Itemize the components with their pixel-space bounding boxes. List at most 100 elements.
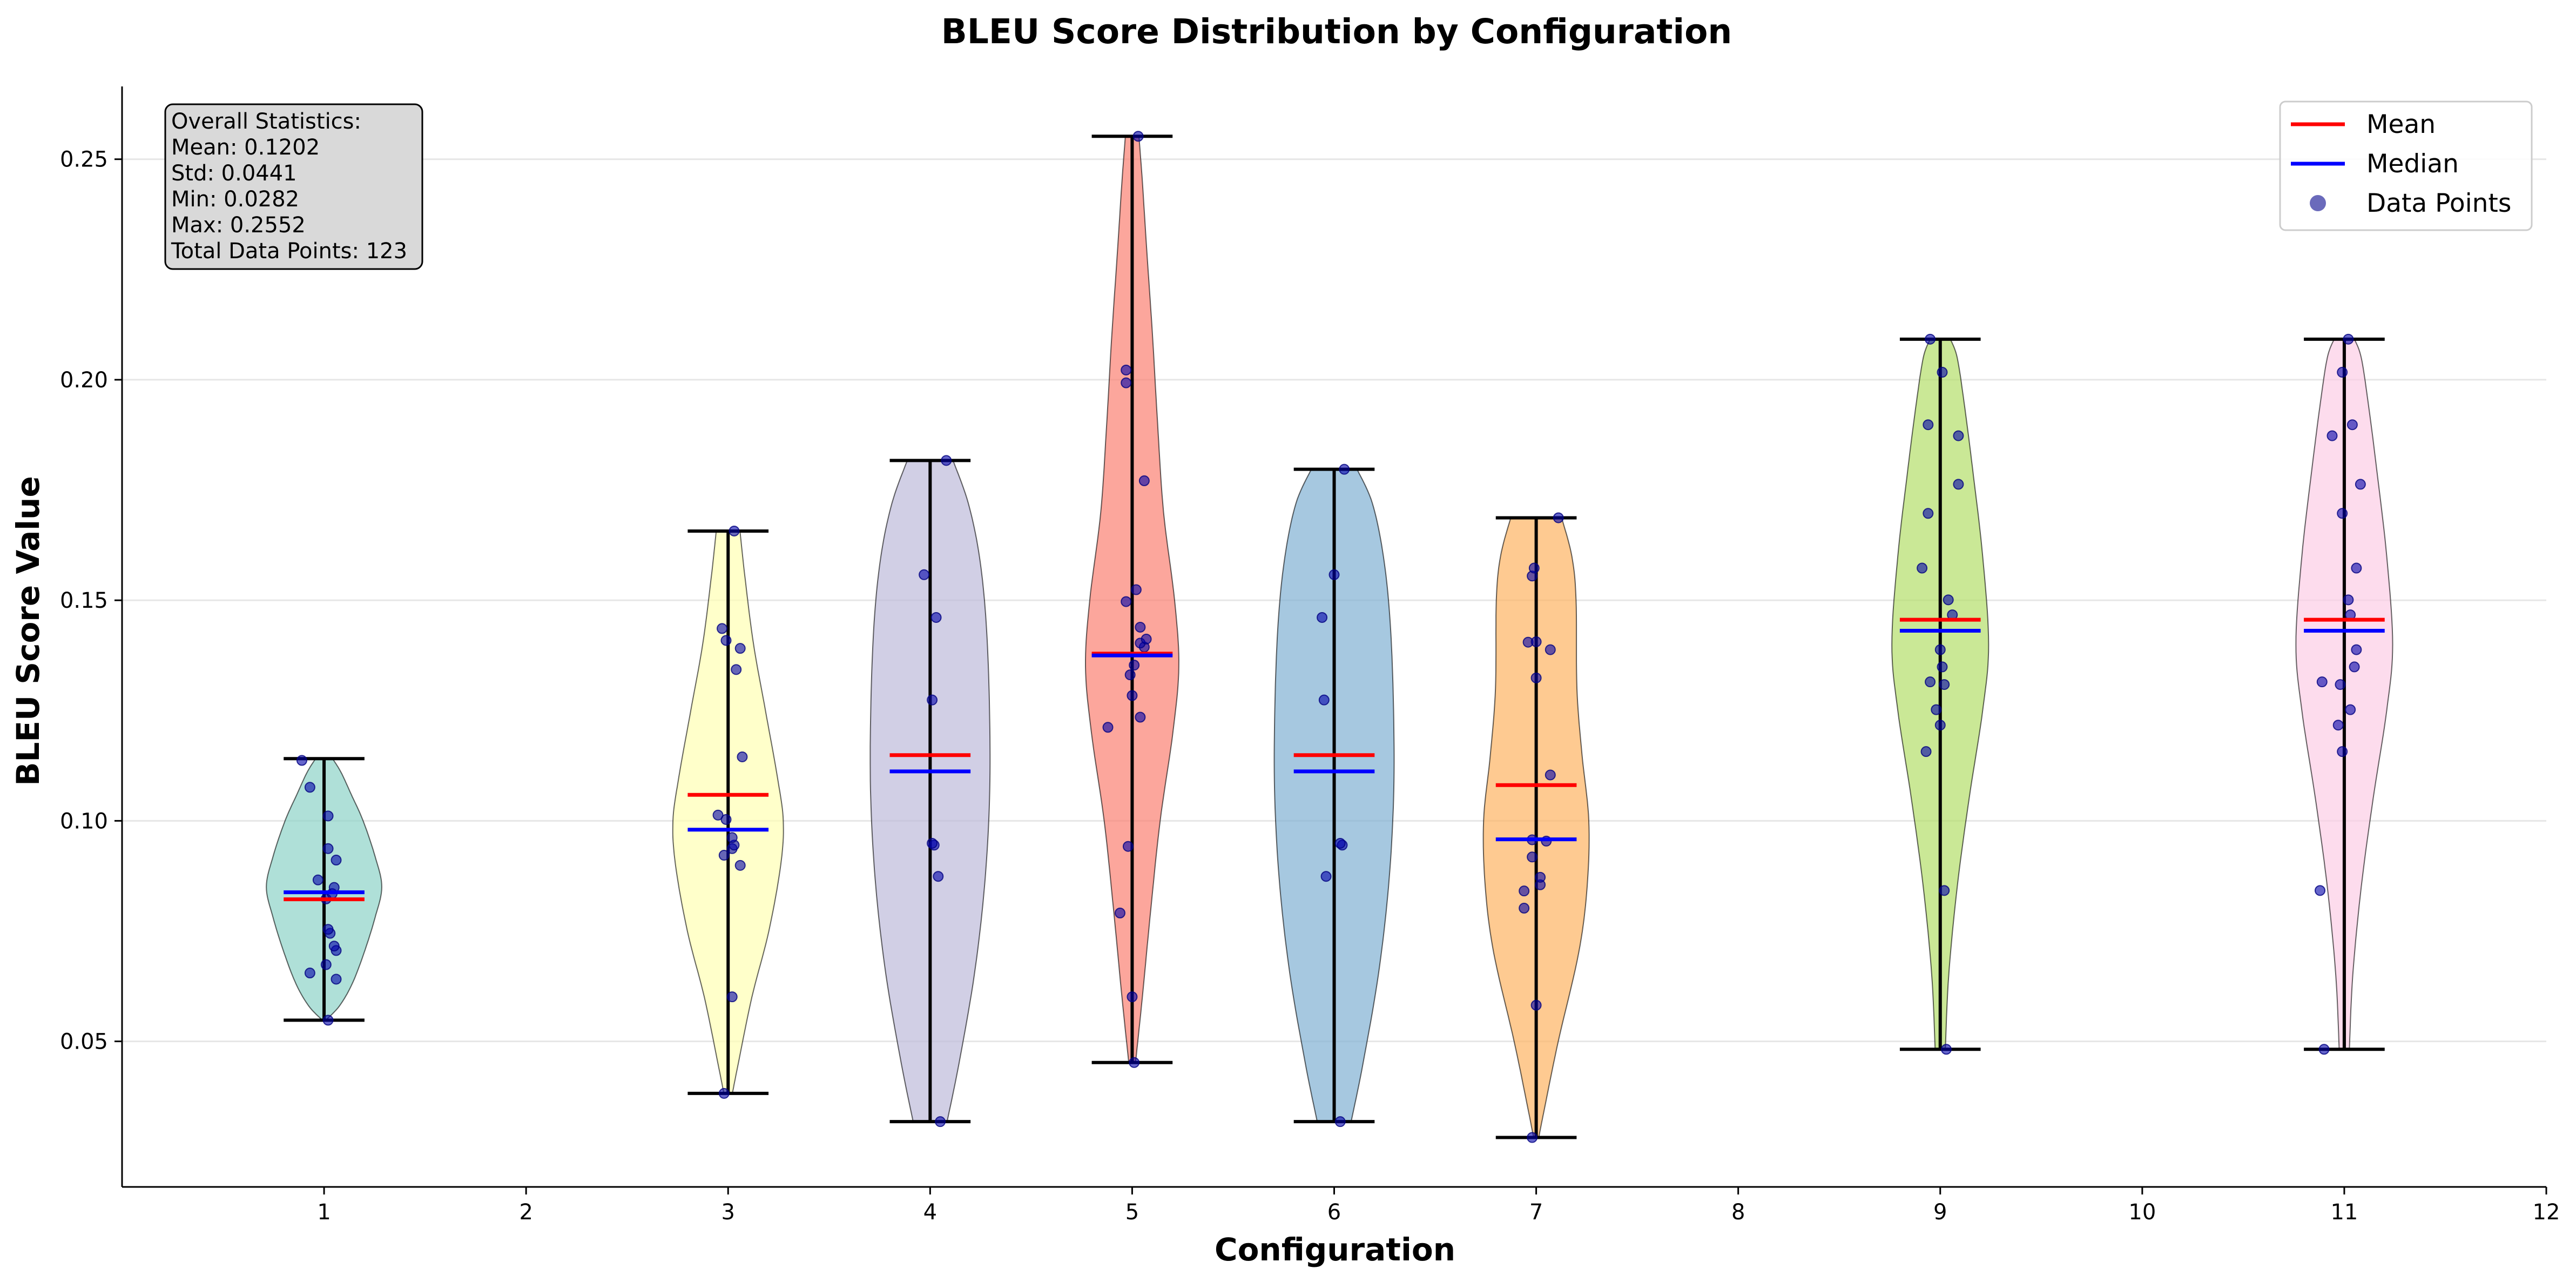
data-point — [331, 974, 342, 985]
stats-line: Overall Statistics: — [171, 109, 361, 134]
data-point — [296, 755, 307, 766]
y-tick-label: 0.20 — [60, 368, 108, 393]
data-point — [2343, 333, 2354, 345]
data-point — [933, 871, 944, 882]
stats-line: Min: 0.0282 — [171, 187, 299, 212]
data-point — [1334, 1116, 1346, 1127]
data-point — [1953, 479, 1964, 490]
stats-line: Max: 0.2552 — [171, 213, 306, 238]
data-point — [2349, 661, 2360, 673]
data-point — [2343, 594, 2354, 606]
data-point — [304, 782, 315, 793]
data-point — [1138, 475, 1150, 486]
violin-config-9 — [1891, 333, 1990, 1055]
data-point — [1530, 636, 1542, 647]
data-point — [331, 855, 342, 866]
data-point — [1527, 851, 1538, 863]
data-point — [1545, 769, 1556, 781]
data-point — [919, 569, 930, 580]
data-point — [1318, 694, 1330, 706]
legend-swatch-data-points — [2310, 195, 2326, 211]
data-point — [312, 874, 323, 885]
x-tick-label: 6 — [1327, 1200, 1341, 1225]
data-point — [1519, 885, 1530, 897]
data-point — [1925, 333, 1936, 345]
data-point — [320, 959, 332, 970]
data-point — [1132, 131, 1144, 142]
data-point — [718, 850, 730, 861]
data-point — [2346, 419, 2358, 431]
y-axis-label: BLEU Score Value — [10, 476, 46, 786]
violin-config-5 — [1085, 131, 1179, 1068]
x-tick-label: 5 — [1125, 1200, 1139, 1225]
data-point — [1121, 596, 1132, 607]
legend-label: Median — [2366, 149, 2459, 179]
violin-config-1 — [266, 755, 382, 1026]
data-point — [2337, 367, 2348, 378]
data-point — [941, 455, 952, 466]
ticks: 1 2 3 4 5 6 7 8 9 10 11 120.050.100.150.200.25 — [60, 147, 2560, 1225]
data-point — [1519, 903, 1530, 914]
data-point — [2337, 508, 2348, 519]
data-point — [2327, 430, 2338, 441]
data-point — [2332, 720, 2344, 731]
violins — [266, 131, 2393, 1143]
data-point — [935, 1116, 946, 1127]
data-point — [734, 860, 746, 871]
x-tick-label: 2 — [519, 1200, 532, 1225]
data-point — [927, 694, 938, 706]
data-point — [717, 623, 728, 634]
data-point — [729, 525, 740, 536]
stats-line: Mean: 0.1202 — [171, 135, 320, 160]
chart-title: BLEU Score Distribution by Configuration — [941, 12, 1732, 51]
data-point — [720, 814, 732, 825]
x-tick-label: 8 — [1731, 1200, 1745, 1225]
x-tick-label: 11 — [2330, 1200, 2358, 1225]
data-point — [726, 832, 738, 843]
data-point — [1939, 885, 1950, 896]
data-point — [1122, 841, 1134, 852]
data-point — [1320, 871, 1332, 882]
data-point — [720, 635, 732, 646]
data-point — [2315, 885, 2326, 896]
violin-config-4 — [869, 455, 991, 1127]
y-tick-label: 0.15 — [60, 588, 108, 613]
violin-config-11 — [2295, 333, 2393, 1055]
data-point — [1121, 364, 1132, 375]
data-point — [322, 1015, 334, 1026]
data-point — [718, 1088, 730, 1099]
data-point — [1940, 1044, 1952, 1055]
x-tick-label: 12 — [2533, 1200, 2560, 1225]
data-point — [1339, 464, 1350, 475]
y-tick-label: 0.25 — [60, 147, 108, 172]
x-tick-label: 1 — [317, 1200, 331, 1225]
data-point — [1535, 871, 1546, 883]
x-tick-label: 9 — [1933, 1200, 1947, 1225]
stats-box-background — [164, 103, 423, 270]
x-tick-label: 4 — [923, 1200, 937, 1225]
y-tick-label: 0.10 — [60, 809, 108, 834]
data-point — [2335, 679, 2346, 690]
data-point — [1127, 690, 1138, 701]
data-point — [304, 968, 315, 979]
data-point — [1527, 1132, 1538, 1143]
data-point — [1530, 999, 1542, 1011]
data-point — [1528, 562, 1540, 574]
legend: Mean Median Data Points — [2279, 100, 2533, 231]
data-point — [1114, 907, 1125, 918]
data-point — [1329, 569, 1340, 580]
violin-config-7 — [1482, 512, 1590, 1143]
legend-label: Data Points — [2366, 189, 2511, 218]
data-point — [1943, 594, 1954, 606]
x-axis-label: Configuration — [1215, 1231, 1455, 1268]
data-point — [712, 809, 724, 821]
data-point — [1545, 644, 1556, 655]
data-point — [322, 843, 334, 854]
data-point — [1121, 377, 1132, 388]
stats-line: Total Data Points: 123 — [171, 239, 407, 264]
data-point — [1334, 837, 1346, 849]
data-point — [1937, 367, 1948, 378]
legend-box — [2279, 100, 2533, 231]
violin-config-6 — [1273, 464, 1395, 1127]
